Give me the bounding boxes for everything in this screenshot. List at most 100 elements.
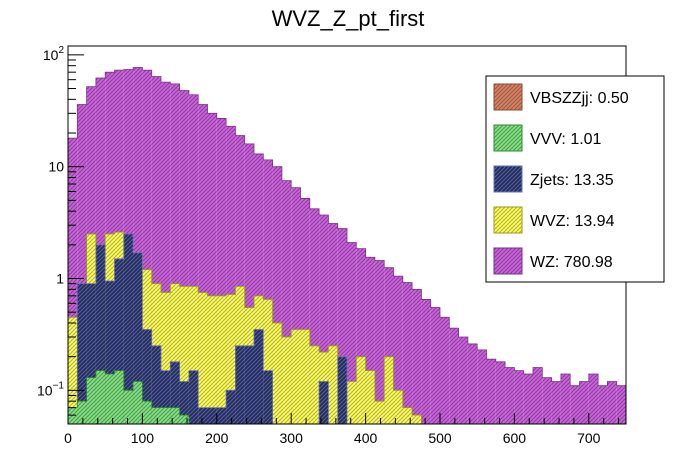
- bar-vvv-12: [179, 415, 189, 424]
- legend-label-vbszzjj: VBSZZjj: 0.50: [530, 90, 629, 107]
- bar-wz-16: [216, 118, 227, 425]
- bar-wz-51: [542, 377, 552, 424]
- bar-zjets-19: [244, 345, 254, 424]
- legend-label-zjets: Zjets: 13.35: [530, 172, 614, 189]
- bar-wz-37: [412, 289, 422, 424]
- bar-vvv-11: [170, 407, 180, 424]
- legend-label-wvz: WVZ: 13.94: [530, 213, 615, 230]
- bar-wz-31: [356, 248, 366, 424]
- bar-wvz-10: [161, 292, 171, 424]
- bar-wz-36: [402, 282, 413, 424]
- y-tick-label-2: 10: [48, 159, 64, 175]
- x-tick-label-1: 100: [131, 430, 155, 446]
- bar-wvz-21: [263, 299, 273, 424]
- bar-vvv-0: [68, 407, 78, 424]
- bar-wvz-14: [198, 292, 208, 424]
- bar-wz-46: [495, 361, 506, 424]
- bar-zjets-12: [179, 381, 189, 424]
- bar-wz-25: [300, 198, 310, 424]
- bar-wvz-31: [356, 356, 366, 424]
- legend-swatch-wz: [493, 247, 523, 275]
- bars-group: [67, 67, 627, 425]
- bar-wz-39: [430, 307, 440, 424]
- bar-zjets-2: [86, 283, 96, 424]
- bar-vvv-7: [133, 381, 143, 424]
- bar-zjets-21: [263, 370, 273, 424]
- legend: VBSZZjj: 0.50 VVV: 1.01 Zjets: 13.35 WVZ: 1…: [485, 75, 665, 283]
- bar-wz-0: [68, 138, 78, 425]
- x-tick-label-0: 0: [64, 430, 72, 446]
- bar-wz-52: [551, 381, 561, 424]
- bar-vvv-4: [105, 373, 115, 424]
- bar-wz-47: [505, 367, 515, 424]
- bar-wvz-24: [291, 329, 301, 424]
- bar-vvv-8: [142, 401, 152, 424]
- bar-wz-53: [560, 373, 571, 424]
- bar-vvv-5: [114, 370, 124, 424]
- bar-zjets-27: [319, 381, 329, 424]
- bar-wz-44: [477, 349, 487, 424]
- bar-zjets-29: [337, 356, 347, 424]
- bar-zjets-14: [198, 407, 208, 424]
- bar-zjets-17: [226, 390, 236, 424]
- x-tick-label-2: 200: [205, 430, 229, 446]
- y-tick-label-0: 10−1: [37, 380, 64, 398]
- bar-zjets-13: [188, 370, 199, 424]
- bar-zjets-11: [170, 361, 180, 424]
- axes-group: 0 100 200 300 400 500 600 700 10−1 1 10 102: [37, 45, 620, 446]
- bar-vvv-10: [161, 407, 171, 424]
- legend-swatch-vvv: [493, 124, 523, 152]
- bar-wvz-32: [365, 370, 375, 424]
- legend-swatch-vbszzjj: [493, 83, 523, 111]
- legend-swatch-zjets: [493, 165, 523, 193]
- bar-vvv-3: [95, 370, 106, 424]
- bar-wz-1: [77, 104, 87, 424]
- bar-zjets-9: [151, 345, 161, 424]
- bar-vvv-1: [77, 401, 87, 424]
- bar-wz-43: [467, 343, 478, 424]
- x-tick-label-7: 700: [577, 430, 601, 446]
- bar-wz-54: [570, 385, 580, 424]
- bar-wz-17: [226, 126, 236, 424]
- bar-wvz-34: [384, 356, 394, 424]
- bar-zjets-8: [142, 329, 152, 424]
- legend-label-wz: WZ: 780.98: [530, 254, 613, 271]
- bar-wvz-26: [309, 345, 320, 424]
- y-tick-label-3: 102: [43, 45, 65, 63]
- bar-wz-45: [486, 359, 496, 424]
- y-tick-label-1: 1: [56, 271, 64, 287]
- bar-zjets-15: [207, 407, 217, 424]
- bar-zjets-1: [77, 283, 87, 424]
- bar-wvz-22: [272, 323, 282, 424]
- bar-wz-26: [309, 208, 320, 424]
- bar-wz-38: [421, 299, 431, 424]
- bar-zjets-16: [216, 407, 227, 424]
- bar-vvv-9: [151, 407, 161, 424]
- bar-wz-40: [440, 317, 450, 424]
- bar-wvz-37: [412, 415, 422, 424]
- bar-wz-23: [281, 180, 292, 424]
- bar-wz-20: [254, 153, 264, 424]
- bar-wz-27: [319, 214, 329, 424]
- legend-swatch-wvz: [493, 206, 523, 234]
- bar-zjets-3: [95, 244, 106, 424]
- bar-vvv-6: [123, 390, 134, 424]
- bar-wz-55: [579, 381, 589, 424]
- bar-wz-41: [449, 328, 459, 424]
- bar-wz-33: [374, 260, 385, 424]
- bar-zjets-10: [161, 370, 171, 424]
- bar-wz-15: [207, 113, 217, 425]
- bar-wz-28: [328, 223, 338, 424]
- bar-vvv-2: [86, 377, 96, 424]
- bar-wvz-11: [170, 283, 180, 424]
- bar-wvz-15: [207, 295, 217, 424]
- bar-wz-24: [291, 187, 301, 424]
- bar-zjets-5: [114, 258, 124, 424]
- bar-wz-58: [607, 381, 617, 424]
- bar-wvz-36: [402, 407, 413, 424]
- x-tick-label-6: 600: [503, 430, 527, 446]
- bar-wz-14: [198, 104, 208, 424]
- chart-title: WVZ_Z_pt_first: [272, 6, 425, 31]
- bar-wvz-35: [393, 390, 403, 424]
